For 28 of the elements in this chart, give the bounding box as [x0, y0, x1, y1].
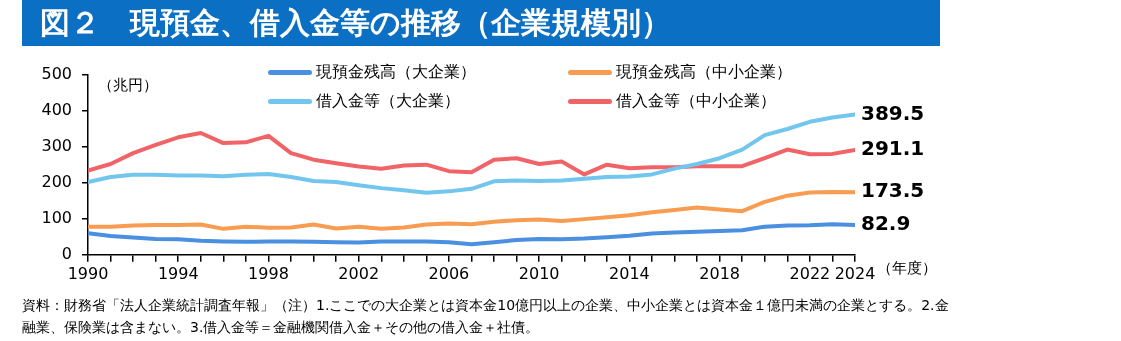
y-tick-label: 0	[61, 243, 72, 263]
data-label: 389.5	[861, 100, 925, 125]
x-axis-title: （年度）	[877, 258, 937, 277]
text: 資料：財務省「法人企業統計調査年報」（注）1.ここでの大企業とは資本金10億円以上の企業、中小企業とは資本金１億円未満の企業とする。2.金融業、保険業は含まない。3.借入金等＝金融機関借入金＋その他の借入金＋社債。	[22, 296, 950, 337]
data-label: 291.1	[861, 136, 925, 161]
legend-label: 借入金等（大企業）	[316, 91, 460, 112]
data-label: 173.5	[861, 178, 925, 203]
x-tick-label: 2010	[518, 263, 560, 283]
data-label: 82.9	[861, 211, 911, 236]
x-tick-label: 2014	[609, 263, 650, 283]
legend-label: 現預金残高（大企業）	[316, 62, 476, 83]
y-axis-title: （兆円）	[98, 75, 158, 94]
y-tick-label: 400	[41, 99, 72, 119]
chart-title: 図２ 現預金、借入金等の推移（企業規模別）	[22, 0, 940, 46]
x-tick-label: 2006	[428, 263, 470, 283]
legend-label: 借入金等（中小企業）	[616, 91, 776, 112]
y-tick-label: 500	[41, 63, 72, 83]
x-tick-label: 1990	[67, 263, 109, 283]
y-tick-label: 100	[41, 207, 72, 227]
x-tick-label: 2022	[789, 263, 831, 283]
x-tick-label: 2018	[699, 263, 741, 283]
legend-label: 現預金残高（中小企業）	[616, 62, 792, 83]
y-tick-label: 300	[41, 135, 72, 155]
x-tick-label: 1994	[157, 263, 199, 283]
x-tick-label: 1998	[248, 263, 289, 283]
x-tick-label: 2002	[338, 263, 380, 283]
x-tick-label: 2024	[834, 263, 876, 283]
y-tick-label: 200	[41, 171, 72, 191]
